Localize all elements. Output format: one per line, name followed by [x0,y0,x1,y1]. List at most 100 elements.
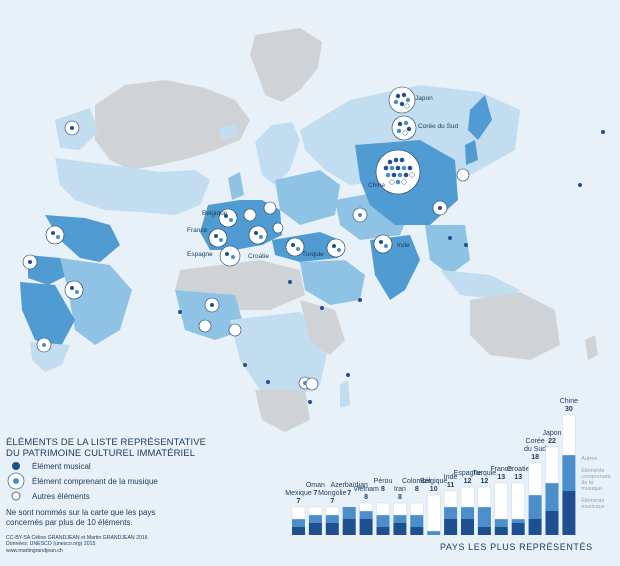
bar-segment-other [545,446,559,484]
bar-segment-other [359,502,373,512]
iceland [218,125,238,140]
bar-segment-other [393,502,407,516]
bar-total-label: 13 [514,474,522,481]
bar-total-label: 8 [415,486,419,493]
side-label-partial: comprenant [581,474,611,480]
bar-segment-other [528,462,542,496]
bar-category-label: Mongolie [318,490,347,497]
uk [228,172,244,200]
bar-category-label: Belgique [420,478,447,485]
side-label-partial: musique [581,486,602,492]
bar-total-label: 8 [398,494,402,501]
legend-symbols [7,462,25,501]
bar-category-label: Chine [560,398,578,405]
peru-bolivia [20,282,75,348]
bar-total-label: 22 [548,438,556,445]
legend-note: Ne sont nommés sur la carte que les pays… [6,508,156,527]
bar-segment-partial [410,515,424,527]
bar-segment-other [426,494,441,532]
credit-authors: CC-BY-SA Céline GRANDJEAN et Martin GRAN… [6,535,148,541]
bar-segment-partial [562,455,576,491]
bar-total-label: 8 [364,494,368,501]
cluster-asia-misc [326,168,470,258]
bar-total-label: 7 [297,498,301,505]
label-turkey: Turquie [302,251,324,258]
credit-source: Données: UNESCO (unesco.org) 2015 [6,541,96,548]
mexico [45,215,120,262]
bar-segment-partial [545,483,559,511]
scattered-dots [178,130,605,404]
bar-segment-partial [494,519,508,527]
side-label-partial: Éléments [581,467,604,474]
bar-category-label: Azerbaïdjan [331,482,368,489]
bar-category-label: Japon [542,430,561,437]
bar-segment-partial [477,507,491,527]
greenland [250,28,322,102]
bar-segment-music [528,519,542,535]
side-label-partial: de la [581,480,594,486]
korea [465,140,478,165]
cluster-korea [391,115,417,141]
bar-segment-music [393,523,407,535]
bar-total-label: 18 [531,454,539,461]
bar-total-label: 7 [313,490,317,497]
legend-music-icon [12,462,20,470]
bar-segment-music [308,523,322,535]
bar-category-label: France [490,466,512,473]
credit-website: www.martingrandjean.ch [6,547,63,554]
legend-other-label: Autres éléments [32,492,90,501]
bar-segment-music [545,511,559,535]
bar-total-label: 30 [565,406,573,413]
bar-segment-partial [359,511,373,519]
japan [468,95,492,140]
label-korea: Corée du Sud [418,123,458,130]
bar-segment-partial [427,531,441,535]
bar-category-label: Colombie [402,478,432,485]
bar-segment-partial [342,507,356,519]
turkey [272,232,340,262]
bar-category-label: Croatie [507,466,530,473]
bar-segment-partial [292,519,305,527]
colombia [28,255,68,285]
cluster-africa [198,297,319,391]
bar-segment-music [444,519,458,535]
bar-segment-other [562,414,576,456]
bar-total-label: 12 [481,478,489,485]
legend-title-line1: ÉLÉMENTS DE LA LISTE REPRÉSENTATIVE [6,437,207,448]
indonesia [440,270,520,300]
bar-segment-partial [325,515,339,523]
bar-segment-other [494,482,509,520]
bar-segment-music [292,527,305,535]
legend-title: ÉLÉMENTS DE LA LISTE REPRÉSENTATIVE DU P… [6,437,206,459]
label-india: Inde [397,242,410,249]
bar-segment-music [376,527,390,535]
side-label-music: Éléments [581,497,604,504]
bar-segment-partial [376,515,390,527]
east-africa [300,300,345,355]
bar-segment-other [511,482,525,520]
label-japan: Japon [415,95,433,102]
bar-segment-partial [511,519,525,523]
bar-segment-partial [308,515,322,523]
bar-category-label: Vietnam [353,486,379,493]
legend-other-icon [11,491,21,501]
west-africa [175,290,245,340]
bar-segment-other [477,486,492,508]
venezuela-brazil [60,258,132,345]
bar-category-label: du Sud [524,446,546,453]
bar-segment-other [460,486,475,508]
bar-category-label: Oman [306,482,325,489]
bar-category-label: Inde [444,474,458,481]
bar-total-label: 10 [430,486,438,493]
bar-total-label: 11 [447,482,455,489]
canada [95,80,250,170]
label-china: Chine [368,182,385,189]
eastern-europe [275,170,340,225]
legend-other: Autres éléments [6,492,90,501]
bar-segment-partial [393,515,407,523]
bar-segment-other [410,502,424,516]
cluster-americas [22,120,84,353]
bar-segment-music [410,527,424,535]
